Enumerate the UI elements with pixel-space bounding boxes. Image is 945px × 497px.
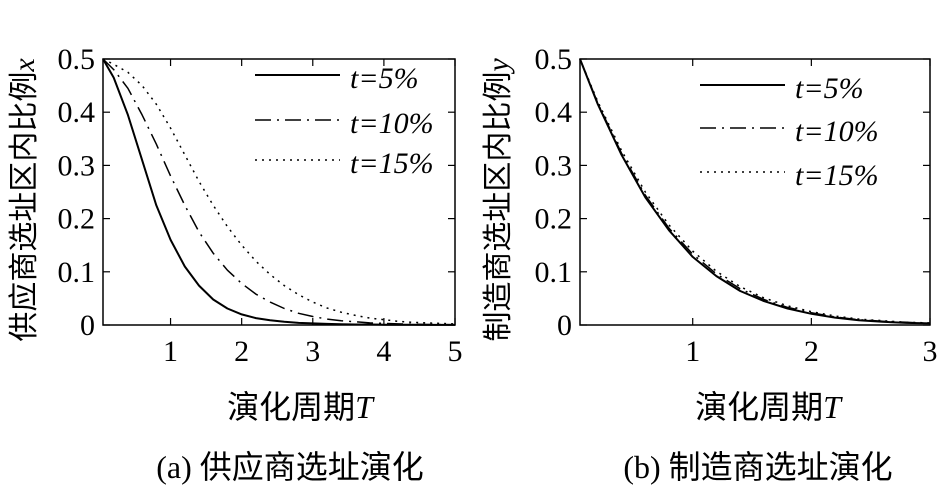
x-tick-label: 1 — [163, 335, 178, 368]
x-axis-label-supplier: 演化周期T — [227, 389, 375, 425]
y-axis-label-supplier: 供应商选址区内比例x — [8, 58, 41, 342]
panel-caption-supplier: (a) 供应商选址演化 — [156, 449, 424, 485]
x-tick-label: 5 — [448, 335, 463, 368]
y-axis-label-manufacturer-text: 制造商选址区内比例 — [482, 72, 515, 342]
x-axis-label-supplier-text: 演化周期 — [227, 389, 355, 425]
legend-label-t10: t=10% — [350, 107, 434, 140]
x-axis-var-supplier: T — [355, 389, 375, 425]
legend-label-t5: t=5% — [350, 62, 419, 95]
legend-manufacturer: t=5% t=10% t=15% — [700, 72, 879, 192]
x-tick-label: 2 — [234, 335, 249, 368]
y-tick-label: 0 — [80, 309, 95, 342]
y-tick-label: 0.3 — [535, 149, 573, 182]
x-axis-label-manufacturer-text: 演化周期 — [695, 389, 823, 425]
y-tick-label: 0.4 — [58, 96, 96, 129]
legend-label-t15: t=15% — [350, 147, 434, 180]
panel-supplier-chart: 0 0.1 0.2 0.3 0.4 0.5 1 2 3 4 5 t=5% t=10% t=15% 供… — [8, 43, 463, 485]
plot-frame-manufacturer — [579, 58, 931, 326]
panel-caption-manufacturer: (b) 制造商选址演化 — [623, 449, 892, 485]
y-axis-label-manufacturer: 制造商选址区内比例y — [482, 58, 515, 342]
y-tick-label: 0.2 — [58, 203, 96, 236]
x-tick-label: 4 — [376, 335, 391, 368]
legend-label-t10: t=10% — [795, 115, 879, 148]
y-tick-label: 0.5 — [535, 43, 573, 76]
panel-a-marks: 0 0.1 0.2 0.3 0.4 0.5 1 2 3 4 5 — [58, 43, 463, 368]
series-line-t10-manufacturer — [579, 58, 931, 325]
x-tick-label: 1 — [685, 335, 700, 368]
x-axis-label-manufacturer: 演化周期T — [695, 389, 843, 425]
legend-label-t5: t=5% — [795, 72, 864, 105]
series-line-t5-supplier — [102, 58, 455, 326]
legend-label-t15: t=15% — [795, 159, 879, 192]
y-tick-label: 0 — [557, 309, 572, 342]
series-line-t15-supplier — [102, 58, 456, 325]
y-tick-label: 0.1 — [58, 256, 96, 289]
y-tick-label: 0.3 — [58, 149, 96, 182]
y-tick-label: 0.2 — [535, 203, 573, 236]
x-axis-var-manufacturer: T — [823, 389, 843, 425]
y-tick-label: 0.5 — [58, 43, 96, 76]
y-axis-var-supplier: x — [8, 58, 41, 73]
panel-b-marks: 0 0.1 0.2 0.3 0.4 0.5 1 2 3 — [535, 43, 938, 368]
series-line-t10-supplier — [102, 58, 456, 326]
x-tick-label: 2 — [804, 335, 819, 368]
y-tick-label: 0.1 — [535, 256, 573, 289]
x-tick-label: 3 — [923, 335, 938, 368]
x-tick-label: 3 — [305, 335, 320, 368]
legend-supplier: t=5% t=10% t=15% — [255, 62, 434, 180]
y-tick-label: 0.4 — [535, 96, 573, 129]
y-axis-var-manufacturer: y — [482, 58, 515, 75]
plot-frame-supplier — [102, 58, 456, 326]
panel-manufacturer-chart: 0 0.1 0.2 0.3 0.4 0.5 1 2 3 t=5% t=10% t=15% 制造商… — [482, 43, 938, 485]
y-axis-label-supplier-text: 供应商选址区内比例 — [8, 72, 41, 342]
